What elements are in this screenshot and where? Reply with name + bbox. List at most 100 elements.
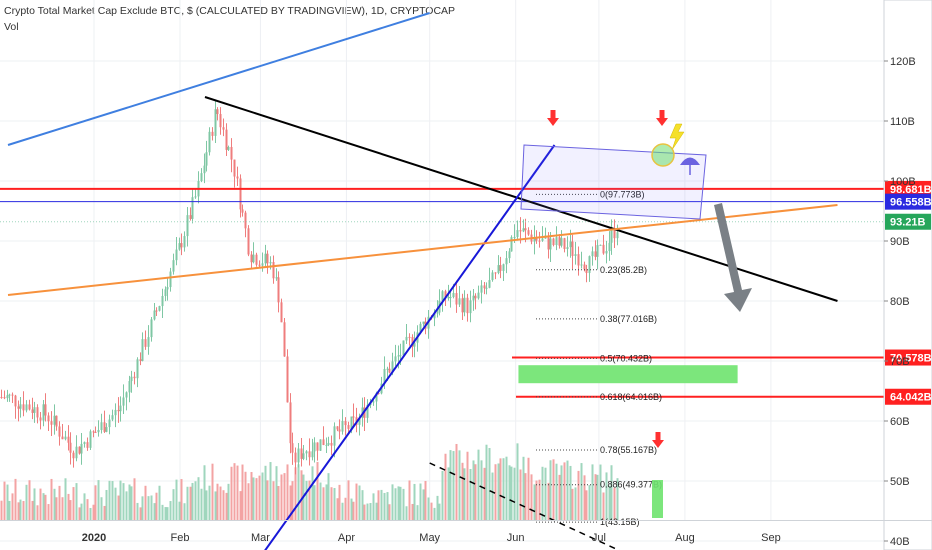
candle-body-49 <box>136 359 139 379</box>
candle-body-95 <box>264 253 267 264</box>
volume-bar-43 <box>119 480 122 520</box>
volume-bar-21 <box>58 485 61 520</box>
volume-bar-175 <box>485 444 488 520</box>
y-tick-label-3: 90B <box>890 236 910 248</box>
volume-bar-151 <box>419 483 422 520</box>
grid <box>0 0 884 542</box>
volume-bar-38 <box>105 489 108 520</box>
volume-bar-33 <box>92 504 95 520</box>
candle-body-109 <box>302 453 305 459</box>
volume-bar-108 <box>300 470 303 520</box>
candle-body-43 <box>119 405 122 412</box>
candle-body-146 <box>405 336 408 341</box>
volume-bar-144 <box>399 486 402 520</box>
fib-label-2: 0.38(77.016B) <box>600 314 657 324</box>
candle-body-190 <box>527 230 530 235</box>
volume-bar-50 <box>139 507 142 520</box>
volume-bar-14 <box>39 488 42 520</box>
volume-bar-164 <box>455 443 458 520</box>
candle-body-27 <box>75 446 78 459</box>
volume-bar-157 <box>436 495 439 520</box>
fib-label-6: 0.886(49.377B) <box>600 480 662 490</box>
candle-body-89 <box>247 228 250 255</box>
candle-body-64 <box>178 243 181 250</box>
volume-bar-10 <box>28 480 31 520</box>
candle-body-100 <box>277 277 280 303</box>
volume-bar-12 <box>33 488 36 520</box>
candle-body-104 <box>289 402 292 444</box>
candle-body-30 <box>83 442 86 444</box>
candle-body-138 <box>383 368 386 384</box>
volume-bar-85 <box>236 465 239 520</box>
candle-body-28 <box>78 446 81 454</box>
candle-body-88 <box>244 212 247 229</box>
trendline-rising-support <box>264 144 556 550</box>
x-tick-label-0: 2020 <box>82 532 106 544</box>
volume-bar-214 <box>594 474 597 520</box>
volume-bar-9 <box>25 484 28 520</box>
volume-bar-134 <box>372 493 375 520</box>
target-zone <box>518 365 738 384</box>
volume-bar-53 <box>147 496 150 520</box>
volume-bar-149 <box>413 483 416 520</box>
volume-bar-37 <box>103 505 106 520</box>
volume-bar-101 <box>280 474 283 520</box>
price-tag-4: 64.042B <box>890 392 932 404</box>
volume-bar-95 <box>264 465 267 520</box>
volume-bar-208 <box>577 470 580 520</box>
candle-body-208 <box>577 254 580 266</box>
volume-bar-219 <box>608 485 611 520</box>
candle-body-215 <box>596 245 599 257</box>
candle-body-52 <box>144 339 147 347</box>
volume-bar-78 <box>216 483 219 520</box>
candle-body-23 <box>64 436 67 440</box>
volume-bar-15 <box>42 493 45 520</box>
candle-body-69 <box>191 197 194 219</box>
candle-body-124 <box>344 421 347 426</box>
volume-bar-195 <box>541 466 544 520</box>
candle-body-47 <box>130 376 133 382</box>
volume-bar-99 <box>275 466 278 520</box>
volume-bar-59 <box>164 507 167 520</box>
volume-bar-54 <box>150 495 153 520</box>
candle-body-97 <box>269 262 272 264</box>
candle-body-50 <box>139 359 142 361</box>
volume-bar-192 <box>533 484 536 520</box>
candle-body-93 <box>258 264 261 266</box>
volume-bar-93 <box>258 475 261 520</box>
candle-body-116 <box>322 439 325 445</box>
volume-bar-188 <box>522 456 525 520</box>
fib-label-4: 0.618(64.016B) <box>600 392 662 402</box>
red-arrow-stem-0 <box>550 110 556 118</box>
candle-body-78 <box>216 109 219 115</box>
volume-bar-212 <box>588 485 591 520</box>
candle-body-210 <box>583 264 586 270</box>
x-tick-label-6: Jul <box>592 532 606 544</box>
candle-body-62 <box>172 260 175 272</box>
candle-body-177 <box>491 272 494 281</box>
y-tick-label-8: 40B <box>890 536 910 548</box>
candle-body-15 <box>42 404 45 421</box>
candle-body-63 <box>175 249 178 261</box>
candle-body-32 <box>89 431 92 448</box>
candle-body-11 <box>31 409 34 413</box>
candle-body-204 <box>566 247 569 250</box>
volume-bar-156 <box>433 507 436 520</box>
candle-body-31 <box>86 442 89 448</box>
volume-bar-46 <box>128 484 131 520</box>
volume-indicator-label[interactable]: Vol <box>4 21 19 33</box>
volume-bar-172 <box>477 449 480 520</box>
candle-body-209 <box>580 264 583 266</box>
candle-body-149 <box>413 342 416 347</box>
candle-body-135 <box>375 392 378 402</box>
volume-bar-201 <box>558 474 561 520</box>
red-arrow-icon-0 <box>547 118 559 126</box>
candle-body-113 <box>313 442 316 452</box>
volume-bar-155 <box>430 502 433 520</box>
candle-body-148 <box>411 336 414 347</box>
y-tick-label-4: 80B <box>890 296 910 308</box>
x-tick-label-1: Feb <box>171 532 190 544</box>
volume-bar-34 <box>94 485 97 520</box>
candle-body-65 <box>180 243 183 248</box>
